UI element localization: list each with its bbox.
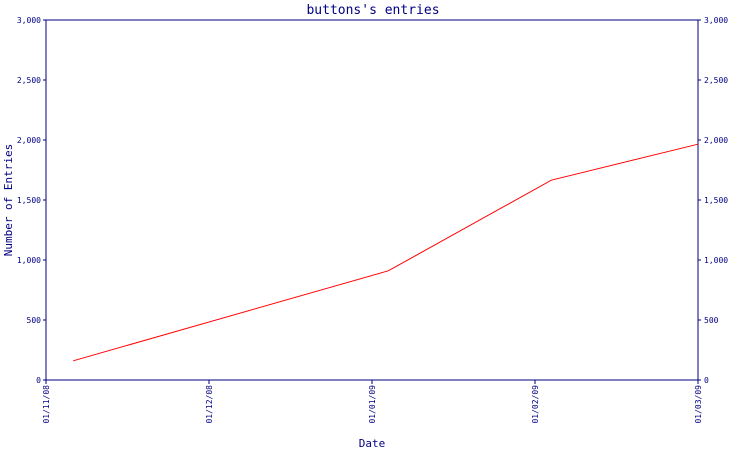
x-tick-label: 01/11/08 bbox=[42, 385, 51, 424]
y-tick-label-left: 3,000 bbox=[17, 16, 41, 25]
x-tick-label: 01/12/08 bbox=[205, 385, 214, 424]
series-layer bbox=[73, 143, 699, 362]
y-tick-label-right: 2,500 bbox=[704, 76, 728, 85]
x-tick-label: 01/03/09 bbox=[694, 385, 703, 424]
y-ticks-left: 0 500 1,000 1,500 2,000 2,500 3,000 bbox=[17, 16, 46, 385]
x-tick-label: 01/01/09 bbox=[368, 385, 377, 424]
x-tick-label: 01/02/09 bbox=[531, 385, 540, 424]
y-tick-label-right: 0 bbox=[704, 376, 709, 385]
y-tick-label-right: 3,000 bbox=[704, 16, 728, 25]
y-tick-label-right: 2,000 bbox=[704, 136, 728, 145]
x-axis-label: Date bbox=[359, 437, 386, 450]
y-tick-label-right: 500 bbox=[704, 316, 719, 325]
y-tick-label-left: 0 bbox=[36, 376, 41, 385]
y-ticks-right: 0 500 1,000 1,500 2,000 2,500 3,000 bbox=[698, 16, 728, 385]
x-ticks: 01/11/08 01/12/08 01/01/09 01/02/09 01/03/09 bbox=[42, 380, 703, 424]
y-tick-label-left: 1,000 bbox=[17, 256, 41, 265]
chart-title: buttons's entries bbox=[306, 3, 439, 18]
y-tick-label-left: 1,500 bbox=[17, 196, 41, 205]
series-line bbox=[73, 143, 699, 362]
y-tick-label-left: 2,500 bbox=[17, 76, 41, 85]
plot-frame bbox=[45, 19, 699, 381]
y-axis-label: Number of Entries bbox=[2, 144, 15, 257]
y-tick-label-left: 500 bbox=[27, 316, 42, 325]
y-tick-label-right: 1,500 bbox=[704, 196, 728, 205]
y-tick-label-left: 2,000 bbox=[17, 136, 41, 145]
y-tick-label-right: 1,000 bbox=[704, 256, 728, 265]
